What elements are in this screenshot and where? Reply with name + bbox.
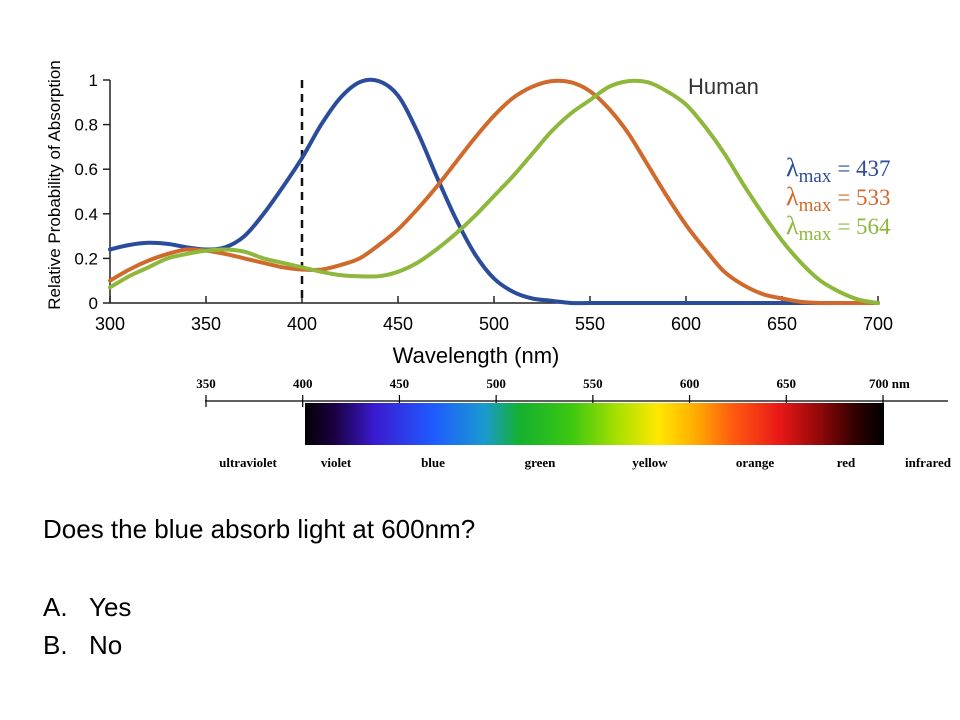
lambda-max-label: λmax = 533 [786, 182, 891, 216]
x-tick-label: 550 [575, 314, 605, 334]
band-label-ultraviolet: ultraviolet [219, 455, 277, 470]
x-tick-label: 600 [671, 314, 701, 334]
y-tick-label: 1 [89, 71, 98, 90]
y-tick-label: 0 [89, 294, 98, 313]
absorption-chart: Relative Probability of Absorption 0 0.2 0… [45, 60, 952, 470]
x-tick-label: 450 [383, 314, 413, 334]
x-tick-label: 500 [479, 314, 509, 334]
spectrum-tick-label: 350 [196, 376, 216, 391]
spectrum-tick-label: 600 [680, 376, 700, 391]
option-a-text: Yes [89, 592, 132, 622]
x-tick-label: 700 [863, 314, 893, 334]
blue-cone-curve [108, 77, 880, 306]
x-tick-label: 300 [95, 314, 125, 334]
x-tick-label: 650 [767, 314, 797, 334]
spectrum-tick-label: 550 [583, 376, 603, 391]
option-a-letter: A. [43, 592, 68, 622]
x-tick-label: 400 [287, 314, 317, 334]
band-label-red: red [837, 455, 856, 470]
lambda-max-label: λmax = 564 [786, 211, 891, 245]
y-tick-label: 0.4 [74, 205, 98, 224]
x-tick-label: 350 [191, 314, 221, 334]
spectrum-tick-label: 500 [486, 376, 506, 391]
band-label-orange: orange [736, 455, 775, 470]
option-b-letter: B. [43, 630, 68, 660]
x-axis-label: Wavelength (nm) [393, 343, 560, 368]
species-annotation: Human [688, 74, 759, 99]
band-label-blue: blue [421, 455, 445, 470]
spectrum-tick-label: 700 nm [869, 376, 910, 391]
lambda-max-label: λmax = 437 [786, 153, 891, 187]
option-b[interactable]: B. No [43, 630, 122, 661]
question-text: Does the blue absorb light at 600nm? [43, 514, 476, 544]
band-label-infrared: infrared [905, 455, 952, 470]
spectrum-tick-label: 450 [390, 376, 410, 391]
band-label-green: green [525, 455, 557, 470]
band-label-yellow: yellow [632, 455, 668, 470]
y-axis-label: Relative Probability of Absorption [45, 60, 64, 309]
y-tick-label: 0.6 [74, 160, 98, 179]
band-label-violet: violet [321, 455, 352, 470]
red-orange-cone-curve [108, 78, 880, 306]
spectrum-tick-label: 650 [777, 376, 797, 391]
y-tick-label: 0.8 [74, 116, 98, 135]
visible-spectrum-bar [305, 403, 884, 445]
option-a[interactable]: A. Yes [43, 592, 131, 623]
spectrum-tick-label: 400 [293, 376, 313, 391]
green-cone-curve [108, 78, 880, 305]
y-tick-label: 0.2 [74, 249, 98, 268]
option-b-text: No [89, 630, 123, 660]
